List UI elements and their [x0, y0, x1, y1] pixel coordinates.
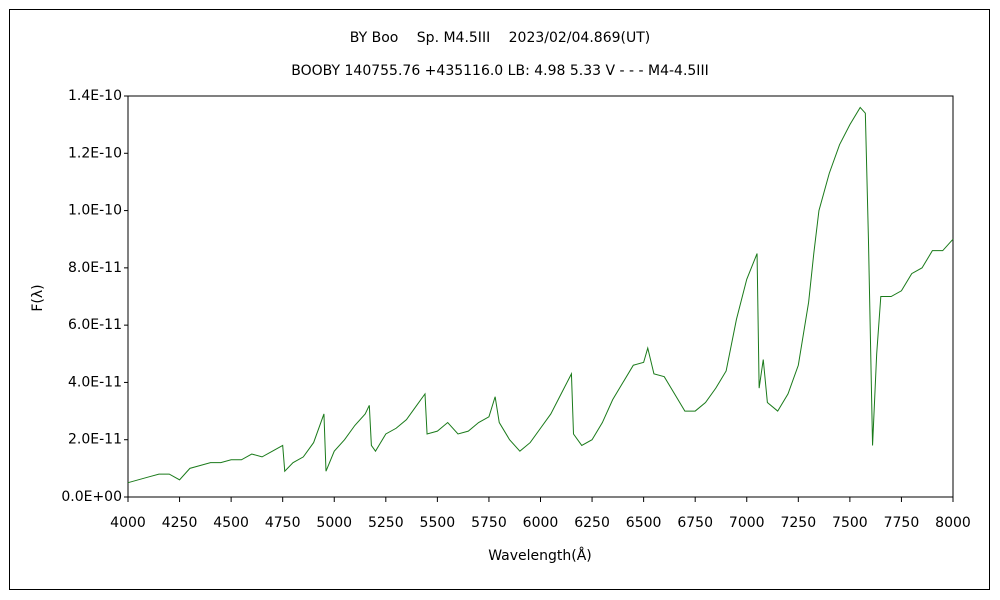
spectrum-line [127, 106, 954, 484]
x-tick-label: 7000 [729, 515, 765, 531]
x-tick-label: 6500 [626, 515, 662, 531]
x-tick-label: 8000 [935, 515, 971, 531]
x-tick-label: 6750 [677, 515, 713, 531]
x-tick-label: 4000 [110, 515, 146, 531]
y-tick-label: 0.0E+00 [61, 489, 122, 505]
x-tick-label: 7250 [780, 515, 816, 531]
x-tick-label: 5250 [368, 515, 404, 531]
x-tick-label: 7750 [884, 515, 920, 531]
y-tick-label: 1.0E-10 [68, 203, 122, 219]
y-tick-label: 6.0E-11 [68, 317, 122, 333]
chart-subtitle: BOOBY 140755.76 +435116.0 LB: 4.98 5.33 … [291, 63, 708, 79]
y-tick-label: 1.4E-10 [68, 88, 122, 104]
x-tick-label: 4250 [162, 515, 198, 531]
x-tick-label: 5750 [471, 515, 507, 531]
y-tick-label: 2.0E-11 [68, 432, 122, 448]
x-tick-label: 5500 [420, 515, 456, 531]
x-tick-label: 6250 [574, 515, 610, 531]
x-tick-label: 4750 [265, 515, 301, 531]
x-tick-label: 6000 [523, 515, 559, 531]
x-tick-label: 5000 [316, 515, 352, 531]
y-axis-label: F(λ) [30, 284, 46, 311]
y-tick-label: 1.2E-10 [68, 145, 122, 161]
x-tick-label: 4500 [213, 515, 249, 531]
x-axis-label: Wavelength(Å) [488, 547, 592, 564]
y-tick-label: 4.0E-11 [68, 374, 122, 390]
chart-title: BY Boo Sp. M4.5III 2023/02/04.869(UT) [350, 30, 650, 46]
x-tick-label: 7500 [832, 515, 868, 531]
chart-border [9, 9, 990, 590]
y-tick-label: 8.0E-11 [68, 260, 122, 276]
